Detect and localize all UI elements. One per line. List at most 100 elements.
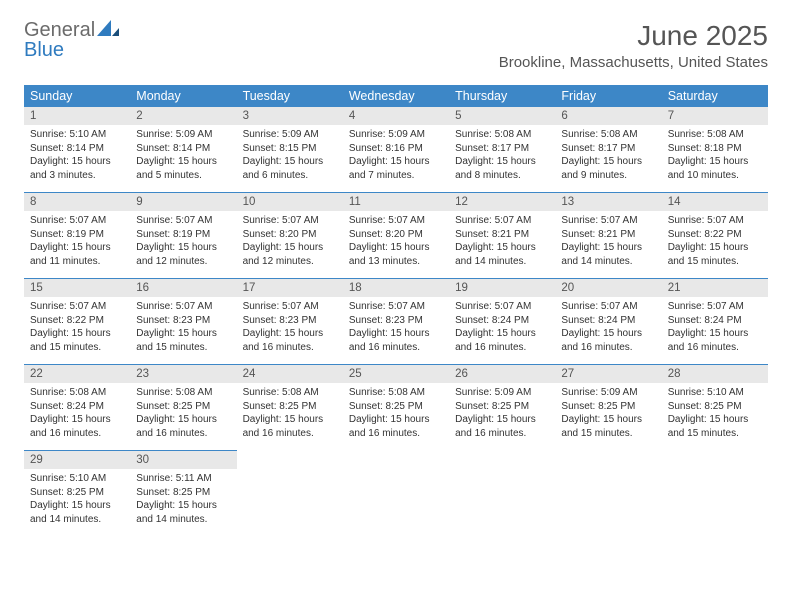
day-sunrise: Sunrise: 5:09 AM — [243, 128, 337, 142]
day-sunrise: Sunrise: 5:07 AM — [561, 214, 655, 228]
day-number: 23 — [130, 365, 236, 383]
day-body: Sunrise: 5:07 AMSunset: 8:21 PMDaylight:… — [449, 211, 555, 278]
day-body: Sunrise: 5:07 AMSunset: 8:23 PMDaylight:… — [343, 297, 449, 364]
day-sunset: Sunset: 8:23 PM — [349, 314, 443, 328]
day-day2: and 13 minutes. — [349, 255, 443, 269]
day-body: Sunrise: 5:07 AMSunset: 8:23 PMDaylight:… — [130, 297, 236, 364]
calendar-cell: 5Sunrise: 5:08 AMSunset: 8:17 PMDaylight… — [449, 107, 555, 193]
day-sunset: Sunset: 8:18 PM — [668, 142, 762, 156]
day-day2: and 9 minutes. — [561, 169, 655, 183]
day-sunset: Sunset: 8:25 PM — [30, 486, 124, 500]
day-day1: Daylight: 15 hours — [136, 155, 230, 169]
day-sunset: Sunset: 8:23 PM — [243, 314, 337, 328]
calendar-week-row: 8Sunrise: 5:07 AMSunset: 8:19 PMDaylight… — [24, 193, 768, 279]
day-body: Sunrise: 5:07 AMSunset: 8:21 PMDaylight:… — [555, 211, 661, 278]
day-day2: and 16 minutes. — [243, 341, 337, 355]
calendar-cell: 29Sunrise: 5:10 AMSunset: 8:25 PMDayligh… — [24, 451, 130, 537]
day-sunset: Sunset: 8:22 PM — [30, 314, 124, 328]
day-sunrise: Sunrise: 5:07 AM — [561, 300, 655, 314]
day-number: 26 — [449, 365, 555, 383]
calendar-cell: 3Sunrise: 5:09 AMSunset: 8:15 PMDaylight… — [237, 107, 343, 193]
day-sunset: Sunset: 8:15 PM — [243, 142, 337, 156]
day-day1: Daylight: 15 hours — [30, 241, 124, 255]
day-number: 21 — [662, 279, 768, 297]
calendar-week-row: 22Sunrise: 5:08 AMSunset: 8:24 PMDayligh… — [24, 365, 768, 451]
day-sunrise: Sunrise: 5:10 AM — [668, 386, 762, 400]
logo-text-gray: General — [24, 19, 95, 41]
day-day2: and 16 minutes. — [243, 427, 337, 441]
day-number: 4 — [343, 107, 449, 125]
day-day1: Daylight: 15 hours — [668, 155, 762, 169]
month-title: June 2025 — [499, 20, 768, 52]
day-number: 6 — [555, 107, 661, 125]
day-sunset: Sunset: 8:20 PM — [243, 228, 337, 242]
calendar-cell: 21Sunrise: 5:07 AMSunset: 8:24 PMDayligh… — [662, 279, 768, 365]
calendar-cell: 1Sunrise: 5:10 AMSunset: 8:14 PMDaylight… — [24, 107, 130, 193]
calendar-week-row: 1Sunrise: 5:10 AMSunset: 8:14 PMDaylight… — [24, 107, 768, 193]
day-number: 9 — [130, 193, 236, 211]
day-sunset: Sunset: 8:19 PM — [136, 228, 230, 242]
logo-text-blue: Blue — [24, 39, 64, 61]
day-sunset: Sunset: 8:25 PM — [561, 400, 655, 414]
day-body: Sunrise: 5:07 AMSunset: 8:23 PMDaylight:… — [237, 297, 343, 364]
day-day2: and 5 minutes. — [136, 169, 230, 183]
day-sunrise: Sunrise: 5:07 AM — [455, 300, 549, 314]
day-header: Tuesday — [237, 85, 343, 107]
day-day1: Daylight: 15 hours — [30, 327, 124, 341]
calendar-cell: 26Sunrise: 5:09 AMSunset: 8:25 PMDayligh… — [449, 365, 555, 451]
day-sunset: Sunset: 8:25 PM — [136, 400, 230, 414]
calendar-week-row: 29Sunrise: 5:10 AMSunset: 8:25 PMDayligh… — [24, 451, 768, 537]
day-day2: and 14 minutes. — [561, 255, 655, 269]
day-day2: and 15 minutes. — [668, 255, 762, 269]
day-sunset: Sunset: 8:25 PM — [136, 486, 230, 500]
day-sunrise: Sunrise: 5:07 AM — [30, 214, 124, 228]
day-body: Sunrise: 5:08 AMSunset: 8:18 PMDaylight:… — [662, 125, 768, 192]
day-number: 15 — [24, 279, 130, 297]
calendar-cell: 18Sunrise: 5:07 AMSunset: 8:23 PMDayligh… — [343, 279, 449, 365]
day-day2: and 12 minutes. — [243, 255, 337, 269]
day-sunrise: Sunrise: 5:07 AM — [243, 300, 337, 314]
calendar-cell — [555, 451, 661, 537]
day-number: 16 — [130, 279, 236, 297]
day-day1: Daylight: 15 hours — [136, 413, 230, 427]
day-body: Sunrise: 5:09 AMSunset: 8:15 PMDaylight:… — [237, 125, 343, 192]
calendar-cell: 8Sunrise: 5:07 AMSunset: 8:19 PMDaylight… — [24, 193, 130, 279]
day-day1: Daylight: 15 hours — [349, 413, 443, 427]
day-body: Sunrise: 5:09 AMSunset: 8:25 PMDaylight:… — [555, 383, 661, 450]
day-sunrise: Sunrise: 5:07 AM — [668, 300, 762, 314]
calendar-cell: 4Sunrise: 5:09 AMSunset: 8:16 PMDaylight… — [343, 107, 449, 193]
logo-text: General Blue — [24, 20, 119, 60]
day-sunset: Sunset: 8:25 PM — [349, 400, 443, 414]
day-header: Monday — [130, 85, 236, 107]
day-day1: Daylight: 15 hours — [30, 155, 124, 169]
day-sunset: Sunset: 8:24 PM — [30, 400, 124, 414]
day-body: Sunrise: 5:07 AMSunset: 8:19 PMDaylight:… — [130, 211, 236, 278]
day-day1: Daylight: 15 hours — [455, 241, 549, 255]
day-day2: and 16 minutes. — [455, 341, 549, 355]
day-day2: and 8 minutes. — [455, 169, 549, 183]
day-sunrise: Sunrise: 5:08 AM — [561, 128, 655, 142]
calendar-cell: 14Sunrise: 5:07 AMSunset: 8:22 PMDayligh… — [662, 193, 768, 279]
day-day1: Daylight: 15 hours — [243, 327, 337, 341]
day-day2: and 16 minutes. — [455, 427, 549, 441]
day-sunrise: Sunrise: 5:07 AM — [668, 214, 762, 228]
day-sunset: Sunset: 8:24 PM — [668, 314, 762, 328]
day-day1: Daylight: 15 hours — [561, 327, 655, 341]
day-day1: Daylight: 15 hours — [136, 499, 230, 513]
day-sunset: Sunset: 8:17 PM — [455, 142, 549, 156]
calendar-cell: 28Sunrise: 5:10 AMSunset: 8:25 PMDayligh… — [662, 365, 768, 451]
day-day2: and 3 minutes. — [30, 169, 124, 183]
calendar-cell: 9Sunrise: 5:07 AMSunset: 8:19 PMDaylight… — [130, 193, 236, 279]
day-day1: Daylight: 15 hours — [455, 155, 549, 169]
calendar-cell: 15Sunrise: 5:07 AMSunset: 8:22 PMDayligh… — [24, 279, 130, 365]
day-day2: and 7 minutes. — [349, 169, 443, 183]
day-day1: Daylight: 15 hours — [349, 155, 443, 169]
day-number: 14 — [662, 193, 768, 211]
day-day1: Daylight: 15 hours — [349, 327, 443, 341]
day-sunset: Sunset: 8:24 PM — [561, 314, 655, 328]
day-number: 20 — [555, 279, 661, 297]
day-sunrise: Sunrise: 5:10 AM — [30, 472, 124, 486]
day-day1: Daylight: 15 hours — [561, 155, 655, 169]
day-body: Sunrise: 5:07 AMSunset: 8:19 PMDaylight:… — [24, 211, 130, 278]
calendar-cell: 19Sunrise: 5:07 AMSunset: 8:24 PMDayligh… — [449, 279, 555, 365]
